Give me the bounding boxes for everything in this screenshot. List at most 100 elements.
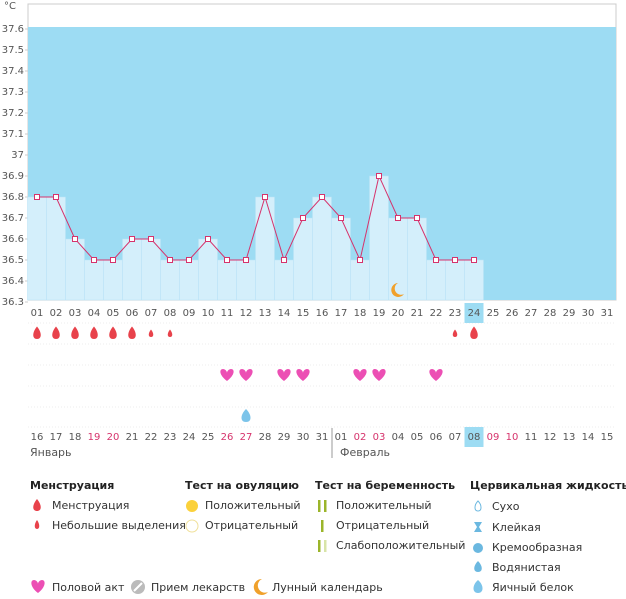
point xyxy=(281,257,287,263)
y-tick-label: 37.4 xyxy=(2,66,24,77)
date-label: 29 xyxy=(278,432,291,443)
date-label: 20 xyxy=(107,432,120,443)
date-label: 25 xyxy=(202,432,215,443)
x-tick-label: 31 xyxy=(601,308,614,319)
point xyxy=(167,257,173,263)
date-label: 12 xyxy=(544,432,557,443)
date-label: 18 xyxy=(69,432,82,443)
y-tick-label: 36.9 xyxy=(2,171,24,182)
point xyxy=(319,194,325,200)
point xyxy=(53,194,59,200)
menstruation xyxy=(167,329,173,337)
date-label: 08 xyxy=(468,432,481,443)
date-label: 17 xyxy=(50,432,63,443)
date-label: 21 xyxy=(126,432,139,443)
icon xyxy=(473,543,483,553)
bar xyxy=(217,259,237,301)
icon xyxy=(33,499,41,511)
icon xyxy=(186,500,198,512)
x-tick-label: 18 xyxy=(354,308,367,319)
point xyxy=(72,236,78,242)
point xyxy=(34,194,40,200)
icon xyxy=(474,561,482,572)
icon xyxy=(473,580,483,593)
date-label: 07 xyxy=(449,432,462,443)
x-tick-label: 25 xyxy=(487,308,500,319)
x-tick-label: 30 xyxy=(582,308,595,319)
bar xyxy=(27,196,47,301)
intercourse xyxy=(372,369,386,381)
bar xyxy=(255,196,275,301)
legend-item: Клейкая xyxy=(492,521,541,534)
menstruation xyxy=(52,326,60,339)
bar xyxy=(122,238,142,301)
date-label: 31 xyxy=(316,432,329,443)
intercourse xyxy=(220,369,234,381)
date-label: 28 xyxy=(259,432,272,443)
legend-title: Тест на беременность xyxy=(315,479,455,492)
menstruation xyxy=(90,326,98,339)
x-tick-label: 27 xyxy=(525,308,538,319)
intercourse xyxy=(429,369,443,381)
point xyxy=(300,215,306,221)
menstruation xyxy=(148,329,154,337)
legend-item: Прием лекарств xyxy=(151,581,245,594)
y-tick-label: 36.8 xyxy=(2,192,24,203)
date-label: 15 xyxy=(601,432,614,443)
y-tick-label: 36.4 xyxy=(2,276,24,287)
bar xyxy=(103,259,123,301)
date-label: 05 xyxy=(411,432,424,443)
date-label: 09 xyxy=(487,432,500,443)
point xyxy=(205,236,211,242)
bar xyxy=(350,259,370,301)
date-label: 16 xyxy=(31,432,44,443)
x-tick-label: 06 xyxy=(126,308,139,319)
bar xyxy=(179,259,199,301)
x-tick-label: 19 xyxy=(373,308,386,319)
menstruation xyxy=(452,329,458,337)
y-tick-label: 36.5 xyxy=(2,255,24,266)
x-tick-label: 14 xyxy=(278,308,291,319)
bar xyxy=(236,259,256,301)
icon xyxy=(318,500,327,552)
x-tick-label: 17 xyxy=(335,308,348,319)
date-label: 02 xyxy=(354,432,367,443)
menstruation xyxy=(71,326,79,339)
y-tick-label: 37.5 xyxy=(2,45,24,56)
bar xyxy=(464,259,484,301)
x-tick-label: 01 xyxy=(31,308,44,319)
point xyxy=(129,236,135,242)
x-tick-label: 15 xyxy=(297,308,310,319)
point xyxy=(471,257,477,263)
intercourse xyxy=(296,369,310,381)
y-tick-label: 36.7 xyxy=(2,213,24,224)
date-label: 11 xyxy=(525,432,538,443)
month-label: Февраль xyxy=(340,446,390,459)
point xyxy=(433,257,439,263)
x-tick-label: 09 xyxy=(183,308,196,319)
date-label: 13 xyxy=(563,432,576,443)
temperature-line xyxy=(37,174,474,262)
y-unit: °C xyxy=(4,1,16,12)
menstruation xyxy=(33,326,41,339)
menstruation xyxy=(109,326,117,339)
point xyxy=(357,257,363,263)
bar xyxy=(141,238,161,301)
legend-item: Положительный xyxy=(205,499,301,512)
legend-item: Водянистая xyxy=(492,561,561,574)
bar xyxy=(84,259,104,301)
legend-title: Менструация xyxy=(30,479,114,492)
legend-item: Положительный xyxy=(336,499,432,512)
x-tick-label: 22 xyxy=(430,308,443,319)
y-tick-label: 37 xyxy=(11,150,24,161)
date-label: 14 xyxy=(582,432,595,443)
point xyxy=(338,215,344,221)
x-tick-label: 20 xyxy=(392,308,405,319)
y-tick-label: 36.3 xyxy=(2,297,24,308)
point xyxy=(376,173,382,179)
icon xyxy=(474,522,482,532)
month-label: Январь xyxy=(30,446,72,459)
point xyxy=(395,215,401,221)
y-tick-label: 37.1 xyxy=(2,129,24,140)
